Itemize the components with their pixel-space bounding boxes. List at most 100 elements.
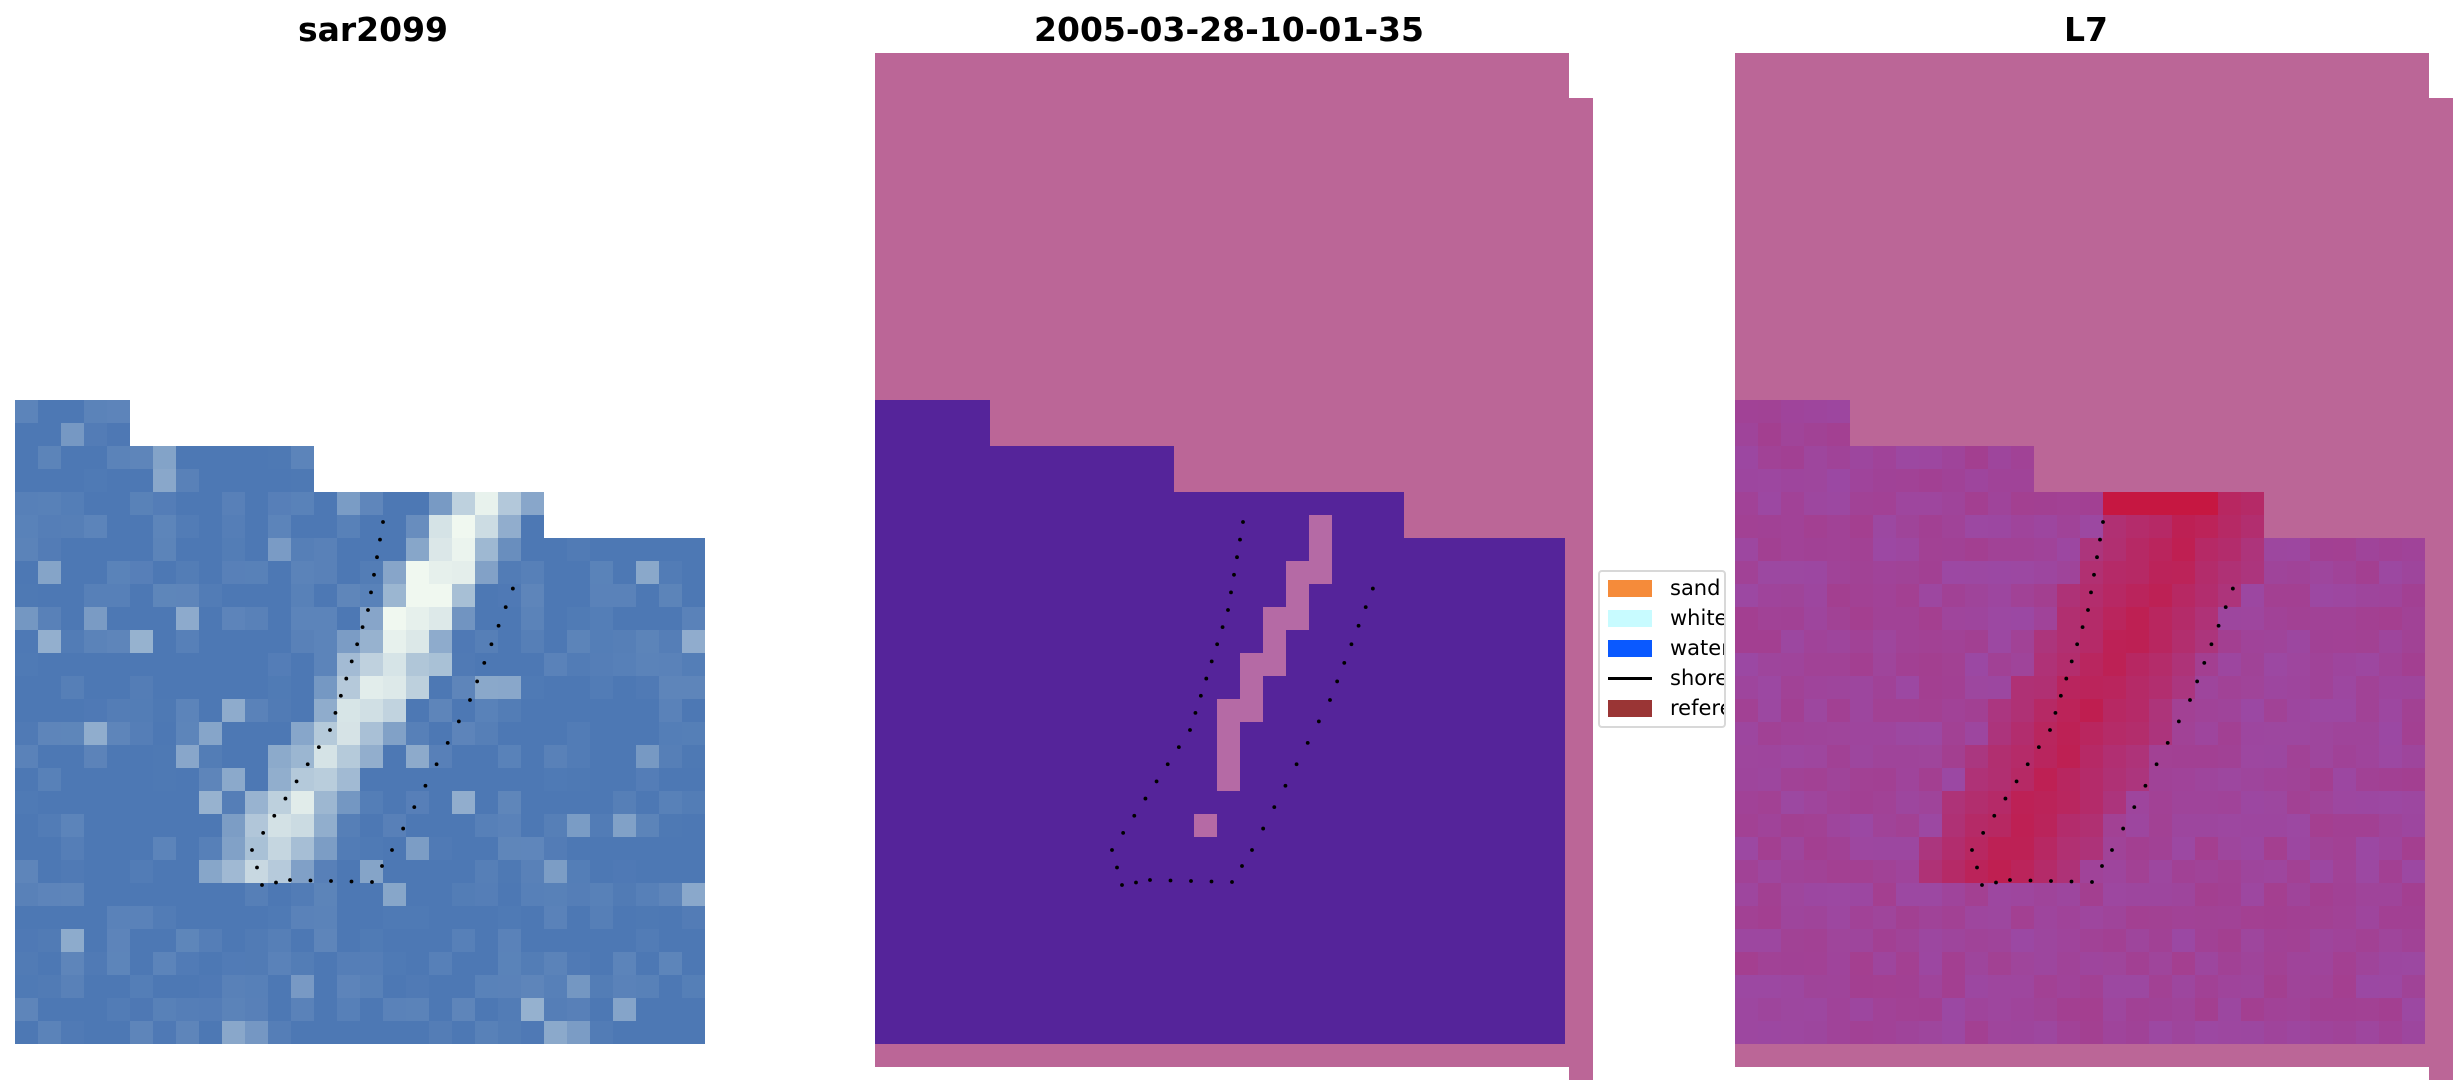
panel-title-sar2099: sar2099 [297, 10, 449, 49]
rgb-pixel [245, 860, 268, 883]
rgb-pixel [406, 791, 429, 814]
water-pixel [1105, 722, 1128, 745]
probability-pixel [2034, 975, 2057, 998]
water-pixel [1082, 722, 1105, 745]
water-pixel [1266, 768, 1289, 791]
rgb-pixel [360, 883, 383, 906]
water-pixel [944, 952, 967, 975]
rgb-pixel [613, 745, 636, 768]
water-pixel [875, 676, 898, 699]
rgb-pixel [38, 699, 61, 722]
rgb-pixel [84, 975, 107, 998]
rgb-pixel [130, 745, 153, 768]
rgb-pixel [452, 906, 475, 929]
probability-pixel [2172, 630, 2195, 653]
rgb-pixel [590, 883, 613, 906]
water-pixel [1082, 584, 1105, 607]
probability-pixel [2241, 952, 2264, 975]
probability-pixel [2034, 630, 2057, 653]
water-pixel [1197, 492, 1220, 515]
water-pixel [875, 469, 898, 492]
rgb-pixel [383, 561, 406, 584]
probability-pixel [1850, 607, 1873, 630]
water-pixel [1473, 883, 1496, 906]
rgb-pixel [245, 561, 268, 584]
probability-pixel [2218, 699, 2241, 722]
water-pixel [1312, 906, 1335, 929]
water-pixel [1381, 906, 1404, 929]
water-pixel [875, 400, 898, 423]
shoreline-point [401, 826, 406, 831]
rgb-pixel [291, 952, 314, 975]
rgb-pixel [383, 975, 406, 998]
shoreline-point [1992, 813, 1997, 818]
rgb-pixel [544, 860, 567, 883]
water-pixel [1519, 883, 1542, 906]
rgb-pixel [15, 699, 38, 722]
rgb-pixel [360, 906, 383, 929]
probability-pixel [1965, 538, 1988, 561]
rgb-pixel [452, 791, 475, 814]
water-pixel [1036, 906, 1059, 929]
water-pixel [1128, 699, 1151, 722]
rgb-pixel [291, 1021, 314, 1044]
rgb-pixel [521, 837, 544, 860]
water-pixel [1036, 630, 1059, 653]
rgb-pixel [176, 768, 199, 791]
probability-pixel [2034, 653, 2057, 676]
rgb-pixel [314, 607, 337, 630]
water-pixel [1542, 998, 1565, 1021]
rgb-pixel [61, 791, 84, 814]
rgb-pixel [222, 975, 245, 998]
shoreline-point [329, 879, 333, 883]
rgb-pixel [15, 653, 38, 676]
water-pixel [1082, 469, 1105, 492]
water-pixel [1059, 561, 1082, 584]
probability-pixel [1850, 837, 1873, 860]
water-pixel [1450, 814, 1473, 837]
probability-pixel [2195, 538, 2218, 561]
rgb-pixel [153, 768, 176, 791]
water-pixel [1381, 883, 1404, 906]
rgb-pixel [130, 584, 153, 607]
water-pixel [1427, 722, 1450, 745]
rgb-pixel [268, 722, 291, 745]
water-pixel [1289, 791, 1312, 814]
probability-pixel [1781, 998, 1804, 1021]
probability-pixel [1988, 791, 2011, 814]
probability-pixel [2126, 952, 2149, 975]
probability-pixel [1850, 653, 1873, 676]
water-pixel [944, 423, 967, 446]
rgb-pixel [452, 998, 475, 1021]
shoreline-point [1189, 879, 1193, 883]
water-pixel [1243, 906, 1266, 929]
probability-pixel [2149, 952, 2172, 975]
shoreline-point [2101, 520, 2105, 524]
rgb-pixel [222, 515, 245, 538]
rgb-pixel [521, 561, 544, 584]
rgb-pixel [61, 515, 84, 538]
probability-pixel [1758, 791, 1781, 814]
rgb-pixel [176, 446, 199, 469]
probability-pixel [1942, 446, 1965, 469]
rgb-pixel [61, 584, 84, 607]
rgb-pixel [613, 722, 636, 745]
water-pixel [1312, 699, 1335, 722]
probability-pixel [1873, 929, 1896, 952]
probability-pixel [1919, 469, 1942, 492]
probability-pixel [2172, 492, 2195, 515]
rgb-pixel [406, 653, 429, 676]
probability-pixel [1827, 929, 1850, 952]
probability-pixel [2287, 791, 2310, 814]
probability-pixel [1827, 538, 1850, 561]
rgb-pixel [406, 837, 429, 860]
probability-pixel [2310, 538, 2333, 561]
rgb-pixel [383, 1021, 406, 1044]
probability-pixel [1758, 814, 1781, 837]
probability-pixel [2264, 998, 2287, 1021]
probability-pixel [2310, 975, 2333, 998]
rgb-pixel [84, 584, 107, 607]
water-pixel [1082, 837, 1105, 860]
probability-pixel [2333, 791, 2356, 814]
rgb-pixel [521, 998, 544, 1021]
